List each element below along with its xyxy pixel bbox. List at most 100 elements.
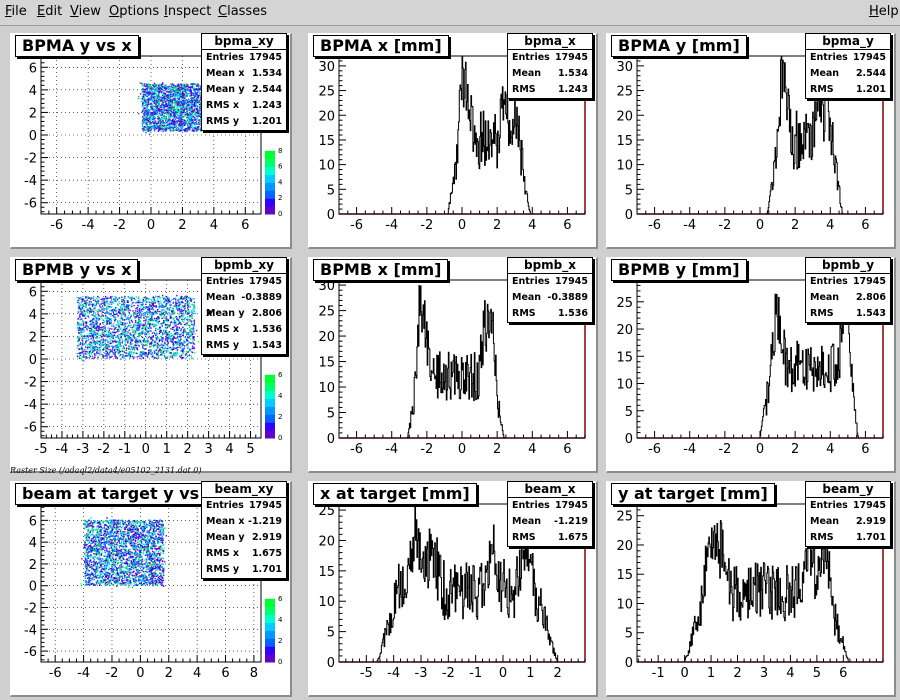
scatter-point bbox=[183, 318, 185, 321]
pad-bpmb_xy[interactable]: 0 2 4 6 -5 -4 -3 -2 -1 0 1 2 3 4 5 -6 -4 -2 0 2 4 6 BPMB y vs … bbox=[10, 257, 292, 473]
y-tick-label: 6 bbox=[29, 61, 37, 76]
scatter-point bbox=[162, 118, 165, 120]
scatter-point bbox=[140, 315, 142, 317]
scatter-point bbox=[107, 341, 109, 343]
scatter-point bbox=[191, 110, 193, 113]
scatter-point bbox=[170, 303, 172, 306]
menu-view[interactable]: View bbox=[70, 4, 101, 19]
scatter-point bbox=[115, 312, 118, 314]
scatter-point bbox=[175, 99, 177, 102]
stat-box-bpma_xy: bpma_xy Entries 17945 Mean x 1.534 Mean y 2.54… bbox=[201, 33, 287, 131]
scatter-point bbox=[152, 84, 154, 87]
scatter-point bbox=[153, 101, 156, 103]
scatter-point bbox=[158, 93, 160, 96]
stat-row: RMS 1.201 bbox=[806, 82, 890, 98]
menu-classes[interactable]: Classes bbox=[218, 4, 267, 19]
scatter-point bbox=[81, 349, 83, 351]
scatter-point bbox=[161, 294, 164, 297]
scatter-point bbox=[148, 87, 150, 89]
scatter-point bbox=[151, 104, 154, 106]
scatter-point bbox=[190, 309, 193, 312]
scatter-point bbox=[158, 129, 161, 131]
scatter-point bbox=[180, 113, 182, 115]
scatter-point bbox=[160, 302, 162, 304]
scatter-point bbox=[191, 115, 193, 117]
scatter-point bbox=[138, 319, 140, 322]
scatter-point bbox=[174, 126, 176, 128]
y-tick-label: 25 bbox=[616, 85, 633, 100]
scatter-point bbox=[158, 320, 160, 323]
scatter-point bbox=[168, 88, 170, 90]
scatter-point bbox=[176, 308, 178, 310]
scatter-point bbox=[187, 316, 189, 318]
scatter-point bbox=[152, 92, 155, 94]
scatter-point bbox=[163, 317, 165, 319]
scatter-point bbox=[177, 90, 179, 92]
scatter-point bbox=[145, 122, 148, 124]
scatter-point bbox=[146, 119, 148, 122]
scatter-point bbox=[165, 333, 167, 335]
scatter-point bbox=[192, 339, 194, 341]
scatter-point bbox=[135, 307, 137, 310]
scatter-point bbox=[147, 116, 150, 119]
menu-help[interactable]: Help bbox=[869, 4, 899, 19]
scatter-point bbox=[181, 128, 184, 130]
scatter-point bbox=[172, 346, 174, 348]
pad-bpma_y[interactable]: -6 -4 -2 0 2 4 6 0 5 10 15 20 25 30 BPMA y [mm] bpma_y E… bbox=[606, 33, 896, 249]
scatter-point bbox=[129, 322, 131, 324]
pad-bpma_xy[interactable]: 0 2 4 6 8 -6 -4 -2 0 2 4 6 -6 -4 -2 0 2 4 6 BPMA y vs x bpma… bbox=[10, 33, 292, 249]
scatter-point bbox=[160, 114, 162, 117]
scatter-point bbox=[151, 320, 154, 322]
scatter-point bbox=[174, 102, 176, 105]
scatter-point bbox=[100, 306, 102, 309]
scatter-point bbox=[153, 116, 155, 118]
scatter-point bbox=[191, 106, 193, 108]
scatter-point bbox=[166, 326, 169, 329]
scatter-point bbox=[146, 98, 148, 100]
scatter-point bbox=[200, 86, 202, 88]
scatter-point bbox=[155, 349, 157, 351]
scatter-point bbox=[157, 122, 159, 125]
scatter-point bbox=[159, 123, 161, 125]
scatter-point bbox=[119, 354, 122, 356]
scatter-point bbox=[181, 331, 184, 334]
menu-file[interactable]: File bbox=[5, 4, 27, 19]
scatter-point bbox=[175, 104, 177, 107]
scatter-point bbox=[115, 347, 117, 350]
menu-inspect[interactable]: Inspect bbox=[164, 4, 212, 19]
scatter-point bbox=[191, 351, 194, 354]
scatter-point bbox=[176, 86, 178, 89]
scatter-point bbox=[108, 334, 111, 336]
menu-options[interactable]: Options bbox=[109, 4, 160, 19]
scatter-point bbox=[194, 312, 196, 315]
scatter-point bbox=[147, 130, 149, 132]
scatter-point bbox=[184, 305, 186, 307]
scatter-point bbox=[142, 85, 145, 88]
scatter-point bbox=[176, 105, 179, 107]
scatter-point bbox=[124, 342, 126, 344]
scatter-point bbox=[137, 305, 140, 307]
scatter-point bbox=[173, 105, 176, 108]
scatter-point bbox=[87, 345, 89, 348]
scatter-point bbox=[147, 94, 149, 97]
scatter-point bbox=[77, 332, 80, 334]
scatter-point bbox=[179, 115, 182, 117]
scatter-point bbox=[152, 343, 155, 346]
scatter-point bbox=[168, 339, 170, 341]
scatter-point bbox=[112, 348, 114, 351]
scatter-point bbox=[191, 124, 193, 127]
scatter-point bbox=[81, 348, 83, 350]
scatter-point bbox=[152, 303, 154, 305]
scatter-point bbox=[195, 84, 197, 86]
scatter-point bbox=[183, 115, 185, 118]
scatter-point bbox=[82, 326, 85, 329]
pad-bpma_x[interactable]: -6 -4 -2 0 2 4 6 0 5 10 15 20 25 30 BPMA x [mm] bpma_x E… bbox=[308, 33, 598, 249]
scatter-point bbox=[118, 308, 120, 311]
menu-edit[interactable]: Edit bbox=[37, 4, 63, 19]
scatter-point bbox=[161, 100, 163, 103]
scatter-point bbox=[126, 341, 129, 343]
scatter-point bbox=[156, 124, 158, 127]
scatter-point bbox=[150, 99, 153, 102]
scatter-point bbox=[124, 323, 127, 325]
scatter-point bbox=[104, 348, 106, 351]
